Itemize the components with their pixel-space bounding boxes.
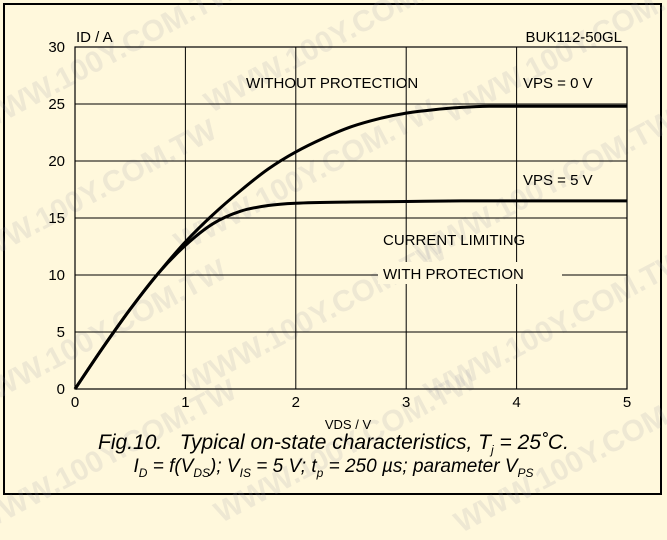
x-tick-label: 2 xyxy=(292,394,300,411)
annotation-bg xyxy=(378,262,562,284)
plot-border xyxy=(74,46,628,390)
x-tick-label: 5 xyxy=(623,394,631,411)
x-tick-label: 0 xyxy=(71,394,79,411)
y-tick-label: 5 xyxy=(57,324,65,341)
series-line-0 xyxy=(73,104,627,390)
y-tick-label: 0 xyxy=(57,381,65,398)
chart-frame xyxy=(3,3,662,495)
y-tick-label: 20 xyxy=(48,153,65,170)
y-tick-label: 30 xyxy=(48,39,65,56)
series-line-1 xyxy=(73,199,627,390)
x-axis-label: VDS / V xyxy=(325,417,372,432)
x-tick-label: 1 xyxy=(181,394,189,411)
annotation-with-protection: WITH PROTECTION xyxy=(383,266,524,283)
tick-labels: 0 1 2 3 4 5 0 5 10 15 20 25 30 xyxy=(48,39,631,411)
series-label-vps-0: VPS = 0 V xyxy=(523,75,593,92)
x-tick-label: 3 xyxy=(402,394,410,411)
x-tick-label: 4 xyxy=(512,394,520,411)
series-group xyxy=(73,104,627,390)
annotation-current-limiting: CURRENT LIMITING xyxy=(383,232,525,249)
series-label-vps-5: VPS = 5 V xyxy=(523,172,593,189)
figure-caption-line2: ID = f(VDS); VIS = 5 V; tp = 250 µs; par… xyxy=(0,456,667,480)
device-label: BUK112-50GL xyxy=(526,29,622,46)
chart-svg: 0 1 2 3 4 5 0 5 10 15 20 25 30 ID / A VDS / V BUK112… xyxy=(48,29,631,432)
y-tick-label: 10 xyxy=(48,267,65,284)
grid xyxy=(74,46,628,390)
y-tick-label: 25 xyxy=(48,96,65,113)
annotation-without-protection: WITHOUT PROTECTION xyxy=(246,75,418,92)
y-tick-label: 15 xyxy=(48,210,65,227)
caption-conditions: ID = f(VDS); VIS = 5 V; tp = 250 µs; par… xyxy=(133,456,534,480)
caption-fig: Fig.10. Typical on-state characteristics… xyxy=(98,431,569,458)
figure-caption-line1: Fig.10. Typical on-state characteristics… xyxy=(0,431,667,457)
y-axis-label: ID / A xyxy=(76,29,113,46)
